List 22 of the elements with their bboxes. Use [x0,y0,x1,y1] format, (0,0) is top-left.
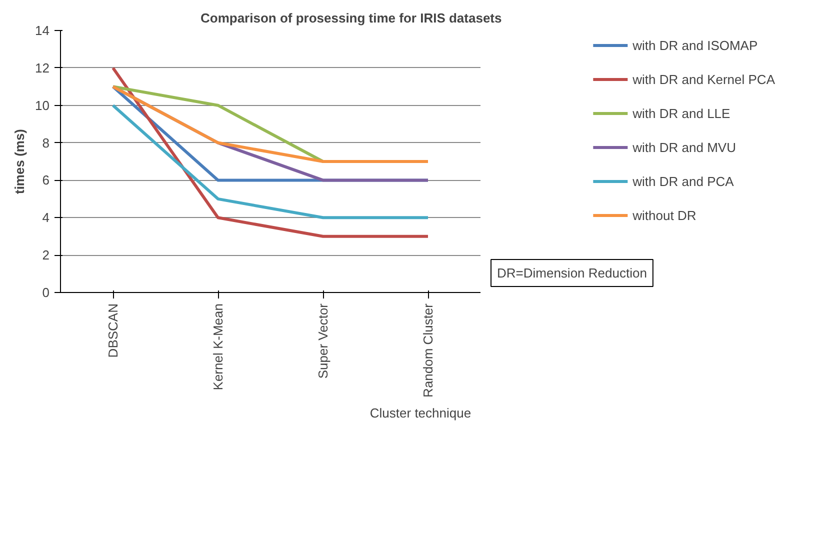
y-tick-label: 0 [42,285,50,300]
legend-label: with DR and MVU [632,140,736,154]
text: DR=Dimension Reduction [497,266,647,280]
x-axis-title: Cluster technique [370,405,472,420]
y-tick-label: 10 [35,98,50,113]
y-tick-label: 6 [42,172,50,188]
y-tick-label: 14 [35,23,50,38]
y-tick-label: 4 [42,210,50,226]
y-tick-label: 2 [42,248,50,263]
legend-label: with DR and ISOMAP [632,38,758,52]
legend-label: without DR [632,208,696,222]
y-axis-title: times (ms) [12,128,28,194]
legend-label: with DR and Kernel PCA [632,72,775,86]
legend-label: with DR and LLE [632,106,730,120]
x-tick-label: Kernel K-Mean [210,303,226,390]
x-tick-label: Super Vector [316,302,330,379]
x-tick-label: Random Cluster [420,302,436,398]
x-tick-label: DBSCAN [106,303,120,358]
y-tick-label: 12 [35,60,50,76]
legend-label: with DR and PCA [632,174,734,188]
y-tick-label: 8 [42,135,50,150]
chart-title: Comparison of prosessing time for IRIS datasets [200,10,502,26]
